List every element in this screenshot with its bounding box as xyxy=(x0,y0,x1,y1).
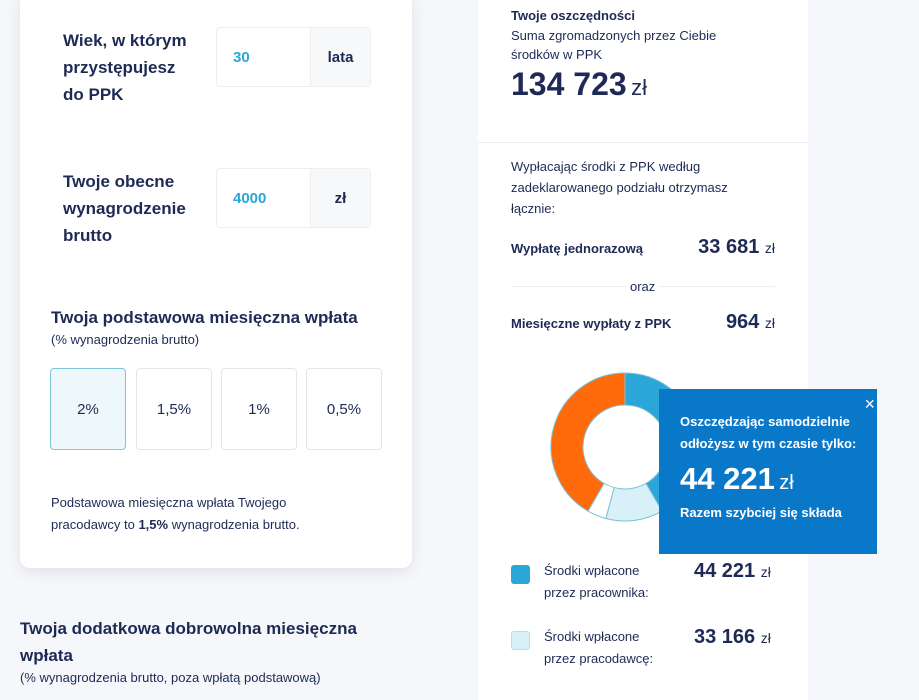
tooltip-amount: 44 221 xyxy=(680,461,775,496)
monthly-value: 964 xyxy=(725,311,760,333)
salary-value[interactable]: 4000 xyxy=(233,189,267,207)
legend-employer: Środki wpłacone przez pracodawcę: 33 166 … xyxy=(511,626,771,670)
basic-contribution-title: Twoja podstawowa miesięczna wpłata xyxy=(51,308,358,327)
legend-swatch-employer xyxy=(511,631,530,650)
savings-title: Twoje oszczędności xyxy=(511,8,636,23)
divider xyxy=(478,142,808,143)
or-label: oraz xyxy=(626,276,660,298)
salary-input[interactable]: 4000 zł xyxy=(216,168,371,228)
summary-card xyxy=(478,0,808,700)
lump-sum-row: Wypłatę jednorazową 33 681 zł xyxy=(511,236,775,259)
employee-value: 44 221 xyxy=(694,560,756,582)
donut-segment-returns[interactable] xyxy=(550,372,626,512)
age-label: Wiek, w którym przystępujesz do PPK xyxy=(63,31,187,104)
age-input[interactable]: 30 lata xyxy=(216,27,371,87)
option-1-5-percent[interactable]: 1,5% xyxy=(136,368,212,450)
legend: Środki wpłacone przez pracownika: 44 221 … xyxy=(511,560,771,670)
option-0-5-percent[interactable]: 0,5% xyxy=(306,368,382,450)
monthly-row: Miesięczne wypłaty z PPK 964 zł xyxy=(511,311,775,334)
currency: zł xyxy=(764,240,775,256)
tooltip-footer: Razem szybciej się składa xyxy=(680,505,842,520)
calculator-form-card xyxy=(20,0,412,568)
age-value[interactable]: 30 xyxy=(233,48,250,66)
tooltip-line2: odłożysz w tym czasie tylko: xyxy=(680,436,857,451)
currency: zł xyxy=(764,315,775,331)
additional-contribution-subtitle: (% wynagrodzenia brutto, poza wpłatą pod… xyxy=(20,670,321,685)
age-unit: lata xyxy=(310,28,370,86)
payout-desc: Wypłacając środki z PPK według zadeklarow… xyxy=(511,159,728,216)
legend-swatch-employee xyxy=(511,565,530,584)
salary-unit: zł xyxy=(310,169,370,227)
basic-contribution-subtitle: (% wynagrodzenia brutto) xyxy=(51,332,200,347)
lump-sum-value: 33 681 xyxy=(698,236,760,258)
savings-desc-2: środków w PPK xyxy=(511,47,603,62)
savings-section: Twoje oszczędności Suma zgromadzonych pr… xyxy=(511,8,716,103)
additional-contribution-title: Twoja dodatkowa dobrowolna miesięczna wpł… xyxy=(20,619,357,665)
info-tooltip: × Oszczędzając samodzielnie odłożysz w ty… xyxy=(659,389,877,554)
option-1-percent[interactable]: 1% xyxy=(221,368,297,450)
employer-contribution-note: Podstawowa miesięczna wpłata Twojego pra… xyxy=(51,495,300,532)
lump-sum-label: Wypłatę jednorazową xyxy=(511,241,643,256)
savings-total: 134 723 xyxy=(511,66,627,102)
option-2-percent[interactable]: 2% xyxy=(50,368,126,450)
monthly-label: Miesięczne wypłaty z PPK xyxy=(511,316,672,331)
tooltip-line1: Oszczędzając samodzielnie xyxy=(680,414,850,429)
legend-employee: Środki wpłacone przez pracownika: 44 221 … xyxy=(511,560,771,626)
savings-desc: Suma zgromadzonych przez Ciebie xyxy=(511,28,717,43)
employer-value: 33 166 xyxy=(694,626,756,648)
close-icon[interactable]: × xyxy=(864,394,875,414)
salary-label: Twoje obecne wynagrodzenie brutto xyxy=(63,172,186,245)
savings-currency: zł xyxy=(631,75,648,100)
